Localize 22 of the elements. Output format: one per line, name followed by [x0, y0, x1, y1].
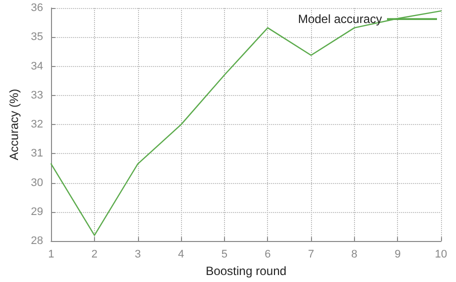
x-tick-label: 10 [434, 248, 448, 261]
x-axis-title: Boosting round [206, 264, 286, 278]
y-tick-label: 35 [30, 31, 44, 44]
y-tick-label: 36 [30, 2, 44, 14]
y-tick-label: 29 [30, 206, 44, 218]
x-tick-label: 4 [178, 248, 184, 261]
y-tick-label: 32 [30, 118, 44, 131]
y-tick-label: 30 [30, 176, 44, 189]
x-tick-label: 5 [221, 248, 228, 261]
x-tick-label: 3 [134, 248, 141, 261]
y-tick-label: 34 [30, 60, 44, 72]
x-tick-label: 6 [264, 248, 271, 261]
y-tick-label: 28 [30, 235, 44, 248]
legend-label: Model accuracy [298, 12, 382, 26]
x-tick-label: 8 [351, 248, 358, 261]
x-tick-label: 9 [394, 248, 401, 261]
y-axis-title: Accuracy (%) [7, 88, 21, 160]
y-tick-label: 33 [30, 89, 44, 102]
x-tick-label: 1 [48, 248, 54, 261]
y-tick-label: 31 [30, 148, 44, 160]
x-tick-label: 2 [91, 248, 98, 261]
x-tick-label: 7 [308, 248, 314, 261]
